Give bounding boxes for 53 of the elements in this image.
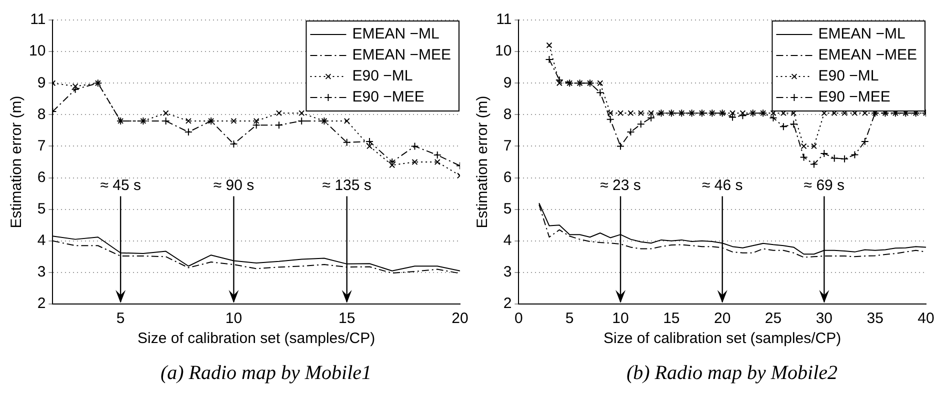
x-tick-label: 35 [866,310,884,328]
y-axis-title: Estimation error (m) [8,96,26,228]
x-tick-label: 5 [565,310,574,328]
x-tick-label: 5 [116,310,125,328]
y-tick-label: 7 [37,137,46,154]
x-tick-label: 40 [918,310,934,328]
x-axis-title: Size of calibration set (samples/CP) [604,330,842,348]
x-tick-label: 30 [816,310,833,328]
legend-label: EMEAN −MEE [352,46,452,64]
legend-label: E90 −MEE [352,88,424,106]
y-tick-label: 9 [503,74,512,92]
y-tick-label: 4 [503,232,512,250]
annotation: ≈ 90 s [213,176,254,194]
annotation: ≈ 45 s [100,176,141,194]
annotation: ≈ 23 s [600,176,641,194]
x-tick-label: 20 [714,310,731,328]
y-tick-label: 3 [37,264,46,281]
y-tick-label: 6 [503,168,512,186]
annotation: ≈ 135 s [322,176,372,194]
y-tick-label: 2 [503,295,512,312]
legend-label: E90 −ML [818,68,879,85]
x-tick-label: 0 [514,310,523,328]
y-tick-label: 5 [37,200,46,218]
x-tick-label: 25 [764,310,782,328]
y-tick-label: 3 [503,264,512,281]
legend-label: EMEAN −ML [352,26,440,43]
y-tick-label: 7 [503,137,512,154]
y-tick-label: 8 [503,106,512,123]
legend-label: E90 −MEE [818,88,890,106]
text: (b) Radio map by Mobile2 [625,362,839,385]
x-tick-label: 15 [663,310,680,328]
legend-label: EMEAN −MEE [818,46,918,64]
x-axis-title: Size of calibration set (samples/CP) [138,330,376,348]
y-tick-label: 6 [37,168,46,186]
y-tick-label: 10 [494,42,512,60]
y-tick-label: 5 [503,200,512,218]
y-axis-title: Estimation error (m) [474,96,492,228]
annotation: ≈ 46 s [702,176,743,194]
annotation: ≈ 69 s [804,176,845,194]
y-tick-label: 11 [496,11,512,28]
legend-label: EMEAN −ML [818,26,906,43]
legend-label: E90 −ML [352,68,413,85]
text: (a) Radio map by Mobile1 [159,362,373,385]
y-tick-label: 10 [28,42,46,60]
x-tick-label: 15 [338,310,356,328]
x-tick-label: 10 [612,310,629,328]
y-tick-label: 9 [37,74,46,92]
y-tick-label: 8 [37,106,46,123]
y-tick-label: 11 [30,11,46,28]
x-tick-label: 10 [225,310,242,328]
y-tick-label: 2 [37,295,46,312]
x-tick-label: 20 [452,310,468,328]
y-tick-label: 4 [37,232,46,250]
